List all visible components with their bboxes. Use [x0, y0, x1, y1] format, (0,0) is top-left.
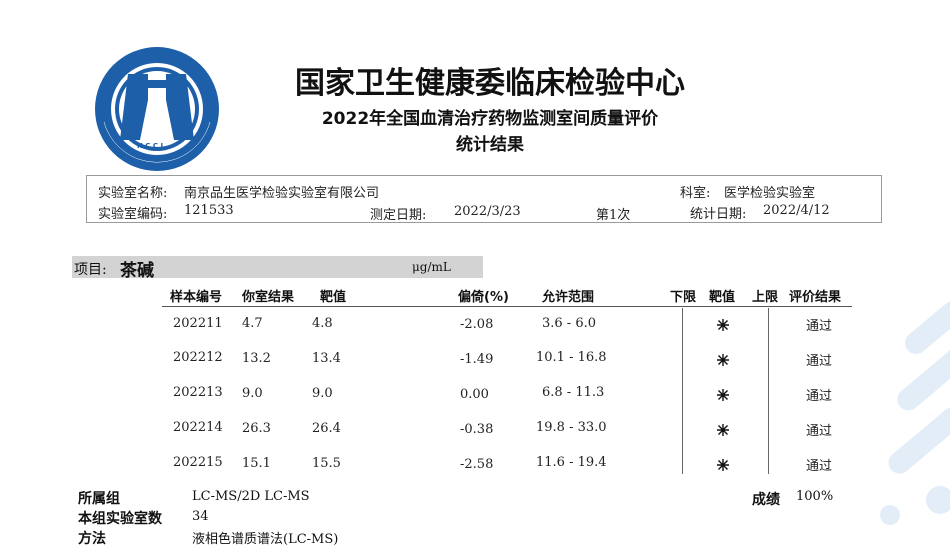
item-bar [72, 256, 483, 278]
row5-sample: 202215 [173, 455, 223, 470]
row3-range: 6.8 - 11.3 [542, 385, 605, 400]
group-value: LC-MS/2D LC-MS [192, 489, 310, 504]
report-subtitle: 统计结果 [456, 135, 524, 155]
header-range: 允许范围 [542, 290, 595, 305]
row2-target-marker-icon [717, 354, 729, 366]
row3-bias: 0.00 [460, 387, 489, 402]
row3-eval: 通过 [806, 389, 833, 404]
row2-range: 10.1 - 16.8 [536, 350, 607, 365]
nccl-logo: N C C L [95, 47, 219, 171]
lab-code-label: 实验室编码: [98, 207, 168, 222]
row4-target: 26.4 [312, 421, 341, 436]
row2-eval: 通过 [806, 354, 833, 369]
row2-target: 13.4 [312, 351, 341, 366]
dept-value: 医学检验实验室 [724, 186, 816, 201]
header-result: 你室结果 [242, 290, 295, 305]
header-bias: 偏倚(%) [458, 290, 509, 305]
row4-bias: -0.38 [460, 422, 494, 437]
lab-name: 南京品生医学检验实验室有限公司 [184, 186, 380, 201]
row5-eval: 通过 [806, 459, 833, 474]
dept-label: 科室: [680, 186, 711, 201]
score-value: 100% [796, 489, 834, 504]
header-target: 靶值 [320, 290, 347, 305]
row2-sample: 202212 [173, 350, 223, 365]
row5-range: 11.6 - 19.4 [536, 455, 607, 470]
lab-code: 121533 [184, 203, 234, 218]
row5-bias: -2.58 [460, 457, 494, 472]
method-value: 液相色谱质谱法(LC-MS) [192, 532, 339, 547]
svg-text:N C C L: N C C L [137, 142, 165, 150]
row5-target-marker-icon [717, 459, 729, 471]
stat-date: 2022/4/12 [763, 203, 830, 218]
row3-sample: 202213 [173, 385, 223, 400]
row2-result: 13.2 [242, 351, 271, 366]
method-label: 方法 [78, 531, 106, 547]
row1-sample: 202211 [173, 316, 223, 331]
upper-limit-line [768, 308, 769, 474]
org-title: 国家卫生健康委临床检验中心 [295, 66, 685, 101]
unit-label: μg/mL [412, 260, 451, 274]
decorative-watermark [880, 301, 950, 525]
stat-date-label: 统计日期: [690, 207, 747, 222]
header-upper: 上限 [752, 290, 779, 305]
row5-target: 15.5 [312, 456, 341, 471]
row1-target-marker-icon [717, 319, 729, 331]
row3-target: 9.0 [312, 386, 333, 401]
item-name: 茶碱 [120, 261, 154, 281]
lab-count-label: 本组实验室数 [78, 511, 162, 527]
row1-eval: 通过 [806, 319, 833, 334]
header-lower: 下限 [670, 290, 697, 305]
header-target-mark: 靶值 [709, 290, 736, 305]
lower-limit-line [682, 308, 683, 474]
row4-eval: 通过 [806, 424, 833, 439]
test-date-label: 测定日期: [370, 208, 427, 223]
lab-info-box [86, 175, 882, 223]
test-date: 2022/3/23 [454, 204, 521, 219]
row1-result: 4.7 [242, 316, 263, 331]
row1-range: 3.6 - 6.0 [542, 316, 597, 331]
lab-name-label: 实验室名称: [98, 186, 168, 201]
row4-sample: 202214 [173, 420, 223, 435]
header-divider [162, 306, 852, 307]
row1-bias: -2.08 [460, 317, 494, 332]
row5-result: 15.1 [242, 456, 271, 471]
header-sample-id: 样本编号 [170, 290, 223, 305]
row2-bias: -1.49 [460, 352, 494, 367]
row4-target-marker-icon [717, 424, 729, 436]
report-title: 2022年全国血清治疗药物监测室间质量评价 [321, 109, 659, 129]
item-label: 项目: [74, 262, 107, 278]
row4-result: 26.3 [242, 421, 271, 436]
score-label: 成绩 [752, 492, 780, 508]
row3-result: 9.0 [242, 386, 263, 401]
row1-target: 4.8 [312, 316, 333, 331]
group-label: 所属组 [78, 491, 120, 507]
row3-target-marker-icon [717, 389, 729, 401]
row4-range: 19.8 - 33.0 [536, 420, 607, 435]
header-eval: 评价结果 [789, 290, 842, 305]
round-label: 第1次 [596, 208, 631, 223]
lab-count-value: 34 [192, 509, 209, 524]
